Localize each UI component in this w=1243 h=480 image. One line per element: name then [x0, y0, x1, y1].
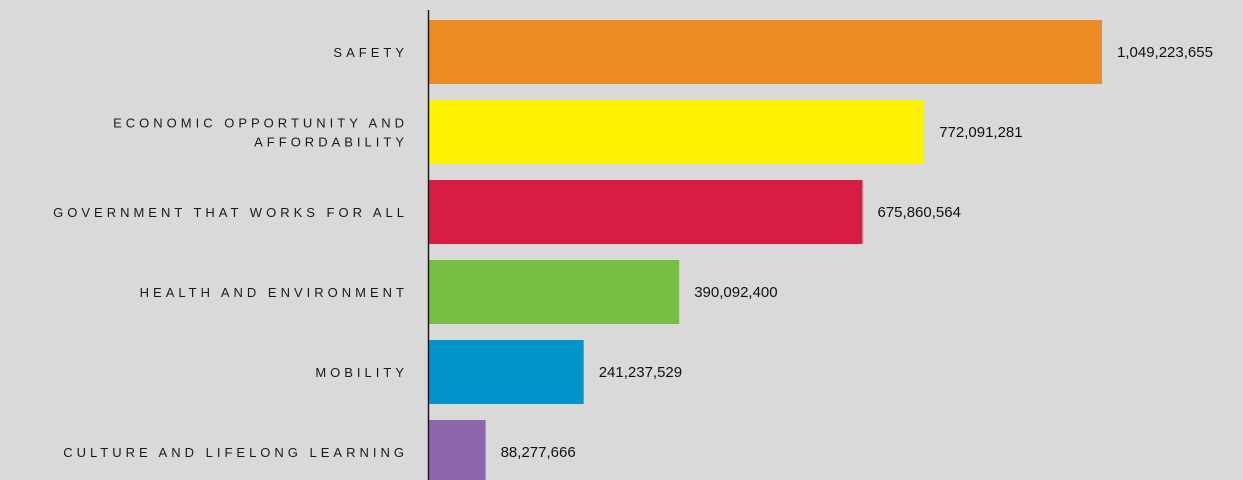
value-label-4: 241,237,529 — [599, 364, 682, 381]
bar-0 — [429, 20, 1102, 84]
category-label-1-line-0: ECONOMIC OPPORTUNITY AND — [113, 116, 408, 131]
category-label-4: MOBILITY — [315, 365, 408, 380]
bar-4 — [429, 340, 584, 404]
bar-1 — [429, 100, 925, 164]
bar-3 — [429, 260, 680, 324]
category-label-5: CULTURE AND LIFELONG LEARNING — [63, 445, 408, 460]
bar-5 — [429, 420, 486, 480]
value-label-3: 390,092,400 — [694, 284, 777, 301]
category-label-3: HEALTH AND ENVIRONMENT — [140, 285, 408, 300]
value-label-1: 772,091,281 — [939, 124, 1022, 141]
value-label-0: 1,049,223,655 — [1117, 44, 1213, 61]
value-label-5: 88,277,666 — [501, 444, 576, 461]
value-label-2: 675,860,564 — [878, 204, 961, 221]
category-label-0: SAFETY — [333, 45, 408, 60]
bar-2 — [429, 180, 863, 244]
category-label-1-line-1: AFFORDABILITY — [254, 135, 408, 150]
category-label-2: GOVERNMENT THAT WORKS FOR ALL — [53, 205, 408, 220]
